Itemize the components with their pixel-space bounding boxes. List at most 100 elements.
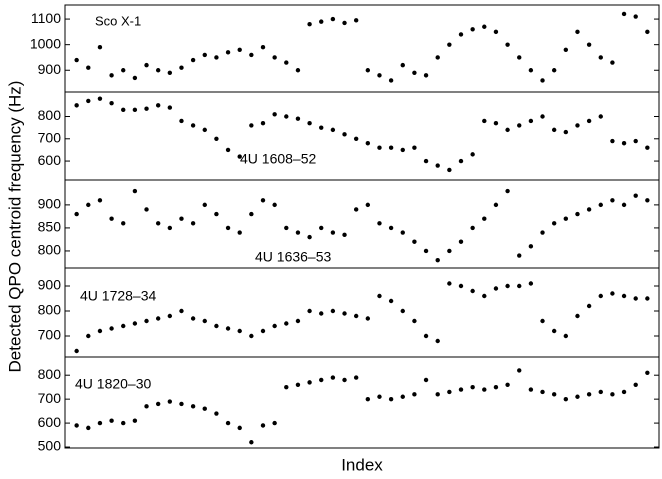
point <box>190 57 196 63</box>
y-tick-label: 600 <box>38 152 62 168</box>
point <box>190 316 196 321</box>
point <box>563 396 569 402</box>
point <box>155 221 161 226</box>
y-tick-label: 850 <box>38 219 62 235</box>
point <box>645 296 650 301</box>
point <box>284 114 289 119</box>
point <box>272 55 277 60</box>
point <box>633 382 638 387</box>
point <box>225 147 231 153</box>
point <box>214 411 219 416</box>
point <box>482 293 487 299</box>
point <box>109 418 114 423</box>
point <box>319 225 324 231</box>
point <box>621 293 627 299</box>
point <box>423 73 429 78</box>
point <box>377 394 382 399</box>
point <box>517 283 522 289</box>
point <box>598 389 603 395</box>
point <box>74 423 79 428</box>
point <box>621 11 627 17</box>
point <box>330 308 336 314</box>
point <box>377 293 382 299</box>
point <box>330 127 336 133</box>
point <box>412 70 417 76</box>
y-tick-label: 700 <box>38 390 62 406</box>
y-tick-label: 700 <box>38 327 62 343</box>
point <box>132 321 138 326</box>
point <box>121 68 126 73</box>
y-tick-label: 800 <box>38 302 62 318</box>
point <box>470 225 475 231</box>
point <box>563 47 569 52</box>
point <box>86 202 91 208</box>
point <box>144 404 149 409</box>
point <box>388 145 394 150</box>
point <box>610 291 615 296</box>
point <box>388 225 394 231</box>
point <box>225 326 231 331</box>
point <box>109 100 114 106</box>
y-tick-label: 700 <box>38 129 62 145</box>
point <box>272 202 277 208</box>
point <box>144 106 149 111</box>
point <box>214 136 219 141</box>
point <box>225 225 231 231</box>
point <box>505 283 510 289</box>
point <box>202 52 207 58</box>
point <box>272 323 277 329</box>
point <box>86 98 91 104</box>
point <box>447 248 452 254</box>
point <box>388 396 394 402</box>
y-tick-label: 500 <box>38 438 62 454</box>
panel-frame <box>64 267 660 358</box>
panel-title: 4U 1728–34 <box>80 288 157 304</box>
point <box>447 42 452 47</box>
point <box>482 24 487 29</box>
point <box>272 420 277 426</box>
point <box>493 120 499 126</box>
point <box>377 73 382 78</box>
point <box>109 326 114 331</box>
panel-title: 4U 1820–30 <box>75 376 152 392</box>
point <box>586 392 592 397</box>
point <box>435 163 440 168</box>
point <box>377 221 382 226</box>
point <box>610 60 615 65</box>
point <box>505 42 510 47</box>
point <box>470 152 475 157</box>
point <box>97 96 103 101</box>
point <box>621 202 627 208</box>
point <box>621 389 627 395</box>
point <box>214 55 219 60</box>
point <box>400 147 405 153</box>
point <box>179 216 184 221</box>
point <box>353 313 359 319</box>
point <box>517 123 522 128</box>
y-tick-label: 800 <box>38 366 62 382</box>
point <box>249 211 254 217</box>
point <box>493 202 499 208</box>
point <box>551 127 557 133</box>
point <box>435 257 440 263</box>
point <box>493 384 499 390</box>
point <box>598 202 603 208</box>
point <box>575 211 580 217</box>
point <box>155 68 161 73</box>
point <box>528 387 534 392</box>
point <box>447 281 452 286</box>
point <box>307 308 312 314</box>
point <box>423 158 429 164</box>
point <box>423 377 429 383</box>
point <box>132 418 138 423</box>
point <box>167 225 173 231</box>
point <box>190 404 196 409</box>
point <box>540 78 545 83</box>
point <box>179 118 184 124</box>
point <box>458 32 464 37</box>
point <box>435 392 440 397</box>
point <box>144 62 149 68</box>
y-tick-label: 800 <box>38 242 62 258</box>
point <box>155 103 161 108</box>
